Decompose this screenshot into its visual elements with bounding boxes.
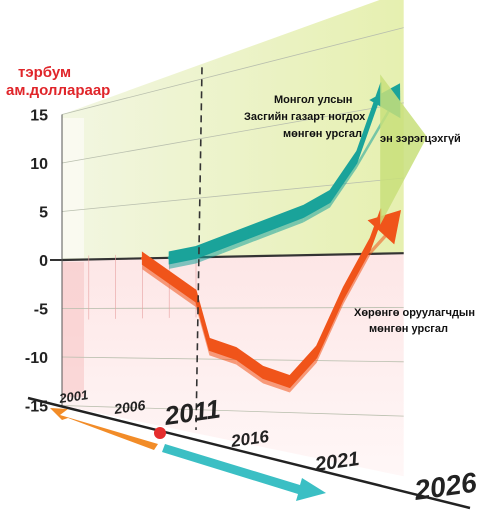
gridline-0: [61, 27, 404, 115]
annotation-investor-line-2: мөнгөн урсгал: [369, 323, 448, 335]
series-1-shade-3: [209, 350, 237, 365]
x-tick-label-5: 2026: [412, 467, 479, 507]
y-tick-label-3: 0: [39, 253, 48, 270]
series-1-point-2: [194, 294, 198, 298]
difference-bracket: [380, 74, 427, 225]
series-0-point-3: [248, 230, 252, 234]
highlight-year-dot: [154, 427, 166, 439]
series-0-shade-0: [169, 258, 196, 269]
series-0-shade-2: [222, 237, 250, 254]
gridline-6: [61, 405, 404, 417]
annotation-investor-line-1: Хөрөнгө оруулагчдын: [354, 307, 475, 319]
unit-label-line-2: ам.доллараар: [6, 82, 110, 99]
y-tick-label-4: -5: [34, 302, 48, 319]
annotation-bracket-text: эн зэрэгцэхгүй: [380, 133, 461, 145]
timeline-future-arrow: [162, 444, 326, 501]
y-tick-label-2: 5: [39, 205, 48, 222]
series-1-point-7: [315, 350, 319, 354]
series-0-shade-1: [196, 248, 223, 264]
series-1-shade-7: [316, 299, 344, 363]
series-0-shade-3: [249, 227, 277, 243]
series-0-point-5: [301, 210, 305, 214]
annotation-gov-line-1: Монгол улсын: [274, 94, 352, 106]
series-1-shade-1: [169, 283, 196, 308]
annotation-gov-line-3: мөнгөн урсгал: [283, 128, 362, 140]
series-0-shade-5: [303, 202, 330, 223]
series-1-shade-4: [236, 359, 263, 384]
series-1-shade-2: [196, 302, 210, 356]
y-tick-label-5: -10: [25, 350, 48, 367]
series-0-shade-6: [330, 163, 357, 208]
series-1-point-1: [167, 275, 171, 279]
annotation-gov-line-2: Засгийн газарт ногдох: [244, 111, 366, 123]
x-tick-label-1: 2006: [112, 397, 146, 417]
series-1-point-8: [341, 291, 345, 295]
highlight-year-line: [195, 67, 203, 431]
series-1-point-6: [288, 380, 292, 384]
gridline-2: [61, 177, 404, 212]
series-0-point-8: [395, 86, 399, 90]
series-0-shade-4: [276, 217, 304, 233]
series-0-point-4: [274, 220, 278, 224]
series-1-point-4: [234, 352, 238, 356]
series-0-point-2: [221, 240, 225, 244]
gridline-3: [61, 252, 404, 262]
left-wall-neg: [62, 262, 84, 397]
timeline-past-arrow: [50, 408, 158, 450]
negative-plane: [62, 253, 404, 477]
gridline-1: [61, 102, 404, 164]
x-axis-floor: [27, 396, 471, 510]
series-1-shade-5: [263, 378, 290, 393]
series-0-point-6: [328, 194, 332, 198]
series-1-point-9: [368, 242, 372, 246]
series-0-point-0: [167, 256, 171, 260]
positive-plane: [62, 0, 404, 260]
x-tick-label-3: 2016: [229, 427, 271, 451]
series-1-point-5: [261, 370, 265, 374]
gridline-4: [61, 307, 404, 309]
left-wall-pos: [62, 118, 84, 258]
series-1-arrowhead: [367, 210, 402, 245]
series-1-shade-8: [343, 250, 371, 305]
series-0-point-1: [194, 250, 198, 254]
unit-label-line-1: тэрбум: [18, 64, 71, 81]
x-tick-label-0: 2001: [57, 387, 89, 406]
series-1-point-3: [207, 342, 211, 346]
series-1-point-0: [140, 256, 144, 260]
series-1-shade-6: [289, 357, 317, 393]
series-0-point-7: [355, 155, 359, 159]
y-tick-label-1: 10: [30, 156, 48, 173]
y-tick-label-0: 15: [30, 108, 48, 125]
series-1-point-10: [395, 213, 399, 216]
timeline-past-label: Өнөөгийн байдал: [65, 461, 154, 499]
series-1-shade-0: [142, 264, 170, 289]
